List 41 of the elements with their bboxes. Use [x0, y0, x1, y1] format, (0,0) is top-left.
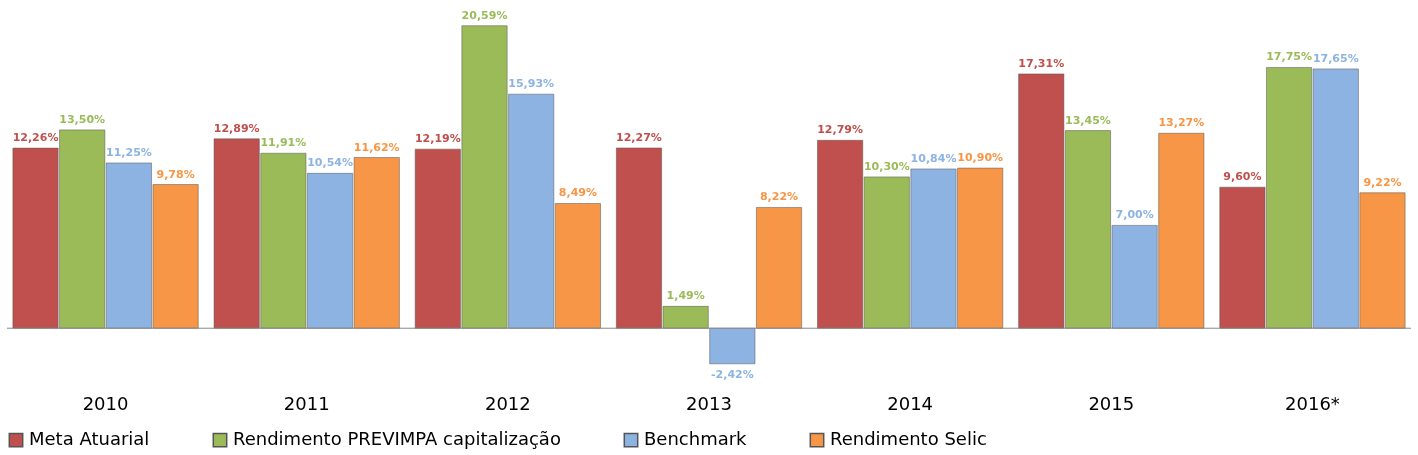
legend-label: Rendimento PREVIMPA capitalização: [233, 428, 561, 450]
data-label: 11,91%: [260, 136, 307, 150]
x-tick-label: 2011: [283, 392, 330, 414]
legend-label: Rendimento Selic: [830, 428, 987, 450]
data-label: 12,89%: [213, 121, 260, 135]
data-label: 11,25%: [105, 145, 152, 159]
data-label: 10,84%: [910, 151, 957, 165]
data-label: -2,42%: [710, 367, 754, 381]
data-label: 9,60%: [1223, 170, 1262, 184]
data-label: 1,49%: [666, 289, 705, 303]
data-label: 9,22%: [1363, 175, 1402, 189]
data-label: 13,50%: [59, 112, 106, 126]
data-label: 11,62%: [353, 140, 400, 154]
x-tick-label: 2016*: [1285, 392, 1340, 414]
data-label: 17,75%: [1266, 50, 1313, 64]
data-label: 8,22%: [759, 190, 799, 204]
data-label: 13,45%: [1065, 113, 1111, 127]
bar: [709, 327, 756, 365]
data-label: 12,27%: [616, 130, 662, 144]
data-label: 17,31%: [1018, 56, 1065, 70]
bar: [756, 207, 802, 329]
data-label: 8,49%: [558, 186, 597, 200]
data-label: 17,65%: [1312, 51, 1359, 65]
data-label: 7,00%: [1115, 208, 1154, 222]
x-tick-label: 2013: [686, 392, 732, 414]
x-tick-label: 2012: [484, 392, 531, 414]
data-label: 12,26%: [12, 131, 59, 145]
x-tick-label: 2010: [82, 392, 129, 414]
data-label: 12,19%: [414, 132, 461, 146]
data-label: 12,79%: [817, 123, 864, 137]
data-label: 13,27%: [1158, 116, 1205, 130]
x-tick-label: 2015: [1088, 392, 1135, 414]
x-tick-label: 2014: [887, 392, 934, 414]
data-label: 10,30%: [863, 159, 910, 173]
legend-label: Meta Atuarial: [29, 428, 150, 450]
data-label: 10,90%: [957, 151, 1004, 165]
data-label: 20,59%: [461, 8, 508, 22]
data-label: 15,93%: [508, 77, 555, 91]
legend-label: Benchmark: [644, 428, 748, 450]
data-label: 9,78%: [156, 167, 195, 181]
data-label: 10,54%: [307, 156, 353, 170]
